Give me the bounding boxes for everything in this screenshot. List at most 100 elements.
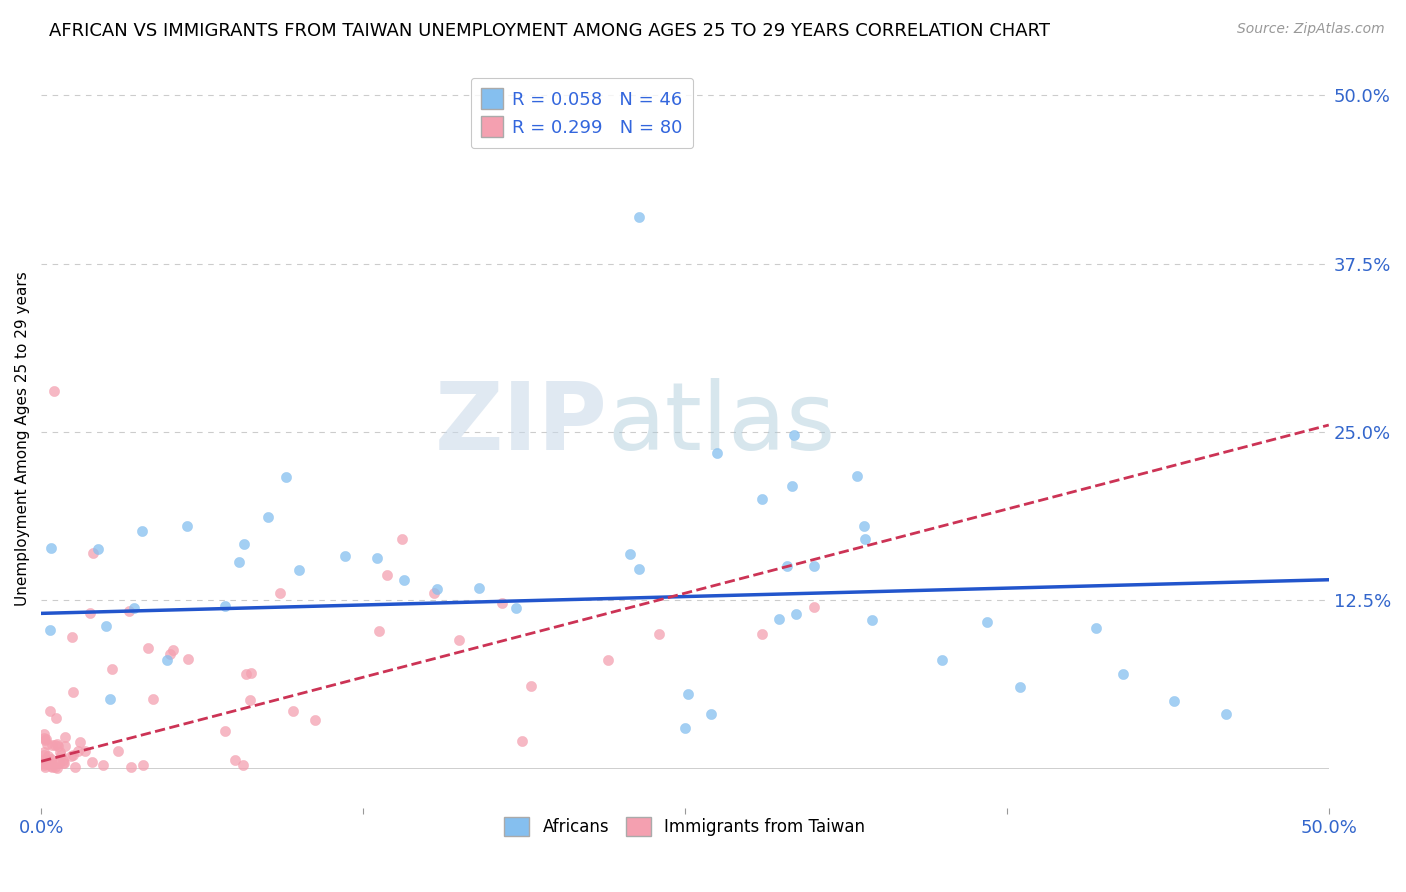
Point — [491, 596, 513, 610]
Point — [63, 760, 86, 774]
Point — [768, 612, 790, 626]
Point — [1215, 707, 1237, 722]
Point — [447, 633, 470, 648]
Point — [783, 428, 806, 442]
Point — [39, 759, 62, 773]
Point — [39, 752, 62, 766]
Point — [34, 732, 56, 747]
Point — [1084, 621, 1107, 635]
Point — [34, 759, 56, 773]
Y-axis label: Unemployment Among Ages 25 to 29 years: Unemployment Among Ages 25 to 29 years — [15, 271, 30, 606]
Point — [32, 727, 55, 741]
Point — [49, 745, 72, 759]
Point — [367, 624, 389, 638]
Point — [44, 738, 66, 752]
Point — [276, 470, 298, 484]
Point — [32, 745, 55, 759]
Point — [60, 749, 83, 764]
Point — [37, 749, 59, 764]
Point — [931, 653, 953, 667]
Point — [32, 748, 55, 763]
Point — [803, 559, 825, 574]
Point — [214, 723, 236, 738]
Point — [48, 756, 70, 771]
Point — [62, 685, 84, 699]
Point — [32, 753, 55, 767]
Point — [32, 758, 55, 772]
Point — [239, 693, 262, 707]
Point — [627, 210, 650, 224]
Point — [82, 546, 104, 560]
Point — [676, 687, 699, 701]
Point — [391, 533, 413, 547]
Point — [228, 555, 250, 569]
Point — [94, 618, 117, 632]
Point — [176, 519, 198, 533]
Point — [422, 586, 444, 600]
Point — [281, 704, 304, 718]
Point — [673, 721, 696, 735]
Point — [46, 761, 69, 775]
Point — [132, 758, 155, 772]
Point — [803, 599, 825, 614]
Point — [224, 753, 246, 767]
Point — [107, 744, 129, 758]
Point — [46, 738, 69, 752]
Point — [62, 748, 84, 763]
Point — [860, 614, 883, 628]
Point — [239, 665, 262, 680]
Point — [60, 630, 83, 644]
Point — [232, 758, 254, 772]
Point — [100, 691, 122, 706]
Point — [79, 607, 101, 621]
Point — [39, 624, 62, 638]
Point — [39, 704, 62, 718]
Point — [32, 755, 55, 769]
Point — [1163, 694, 1185, 708]
Point — [751, 626, 773, 640]
Point — [52, 754, 75, 768]
Point — [46, 739, 69, 754]
Point — [505, 600, 527, 615]
Point — [45, 755, 67, 769]
Legend: Africans, Immigrants from Taiwan: Africans, Immigrants from Taiwan — [496, 808, 873, 845]
Point — [846, 468, 869, 483]
Point — [233, 537, 256, 551]
Point — [35, 737, 58, 751]
Point — [80, 756, 103, 770]
Point — [257, 510, 280, 524]
Point — [69, 735, 91, 749]
Point — [375, 568, 398, 582]
Point — [510, 733, 533, 747]
Point — [520, 679, 543, 693]
Point — [1008, 681, 1031, 695]
Point — [41, 738, 63, 752]
Point — [42, 384, 65, 399]
Point — [53, 756, 76, 770]
Point — [333, 549, 356, 563]
Point — [785, 607, 807, 621]
Point — [1112, 667, 1135, 681]
Point — [49, 748, 72, 763]
Point — [156, 653, 179, 667]
Point — [136, 641, 159, 656]
Point — [53, 739, 76, 754]
Point — [101, 661, 124, 675]
Point — [852, 519, 875, 533]
Point — [162, 642, 184, 657]
Point — [751, 491, 773, 506]
Point — [120, 760, 142, 774]
Point — [628, 561, 651, 575]
Point — [86, 541, 108, 556]
Point — [32, 731, 55, 746]
Point — [44, 711, 66, 725]
Point — [91, 757, 114, 772]
Point — [976, 615, 998, 629]
Point — [66, 744, 89, 758]
Point — [39, 541, 62, 555]
Point — [41, 759, 63, 773]
Point — [269, 586, 291, 600]
Point — [51, 756, 73, 770]
Text: AFRICAN VS IMMIGRANTS FROM TAIWAN UNEMPLOYMENT AMONG AGES 25 TO 29 YEARS CORRELA: AFRICAN VS IMMIGRANTS FROM TAIWAN UNEMPL… — [49, 22, 1050, 40]
Point — [699, 707, 721, 722]
